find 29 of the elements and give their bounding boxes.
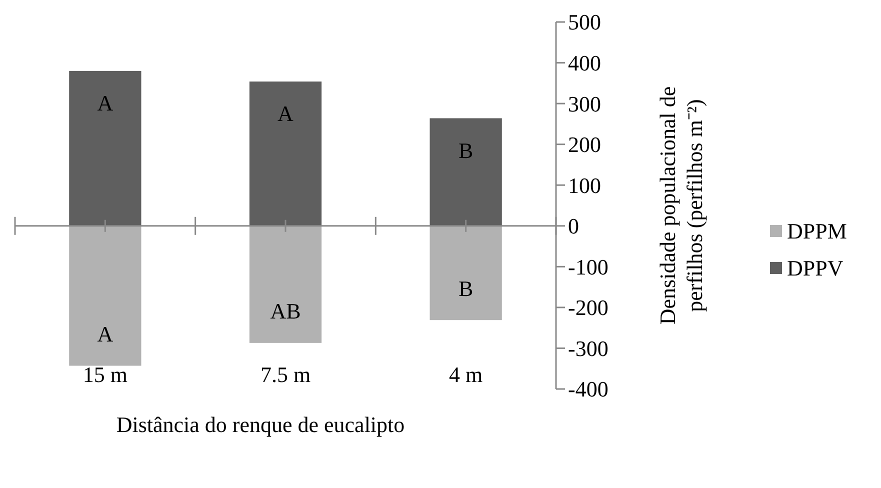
bar (430, 118, 502, 226)
data-label: B (458, 276, 474, 301)
x-tick-label: 7.5 m (260, 362, 311, 387)
legend-label: DPPM (787, 218, 847, 244)
bar (69, 70, 142, 226)
legend-label: DPPV (787, 256, 844, 281)
y-tick-label: 500 (568, 10, 601, 35)
y-tick-label: 100 (568, 172, 601, 198)
y-tick-label: -400 (568, 376, 608, 402)
x-axis-title: Distância do renque de eucalipto (116, 412, 405, 437)
y-tick-label: -300 (568, 336, 608, 361)
data-label: A (97, 321, 114, 346)
y-tick-label: 200 (568, 132, 601, 158)
bar (249, 82, 322, 226)
data-label: B (458, 138, 474, 163)
bar (69, 226, 142, 366)
data-label: AB (270, 298, 301, 324)
y-tick-label: 400 (568, 50, 601, 76)
y-tick-label: -100 (568, 254, 608, 280)
data-label: A (97, 90, 114, 116)
y-axis-title: Densidade populacional de perfilhos (perfilhos m⁻²) (655, 86, 707, 325)
x-tick-label: 15 m (82, 362, 128, 387)
y-tick-label: -200 (568, 295, 608, 320)
x-tick-label: 4 m (449, 362, 483, 387)
y-tick-label: 300 (568, 91, 601, 116)
bar (249, 226, 322, 343)
bar (430, 226, 502, 320)
data-label: A (278, 101, 294, 126)
y-tick-label: 0 (568, 214, 579, 239)
